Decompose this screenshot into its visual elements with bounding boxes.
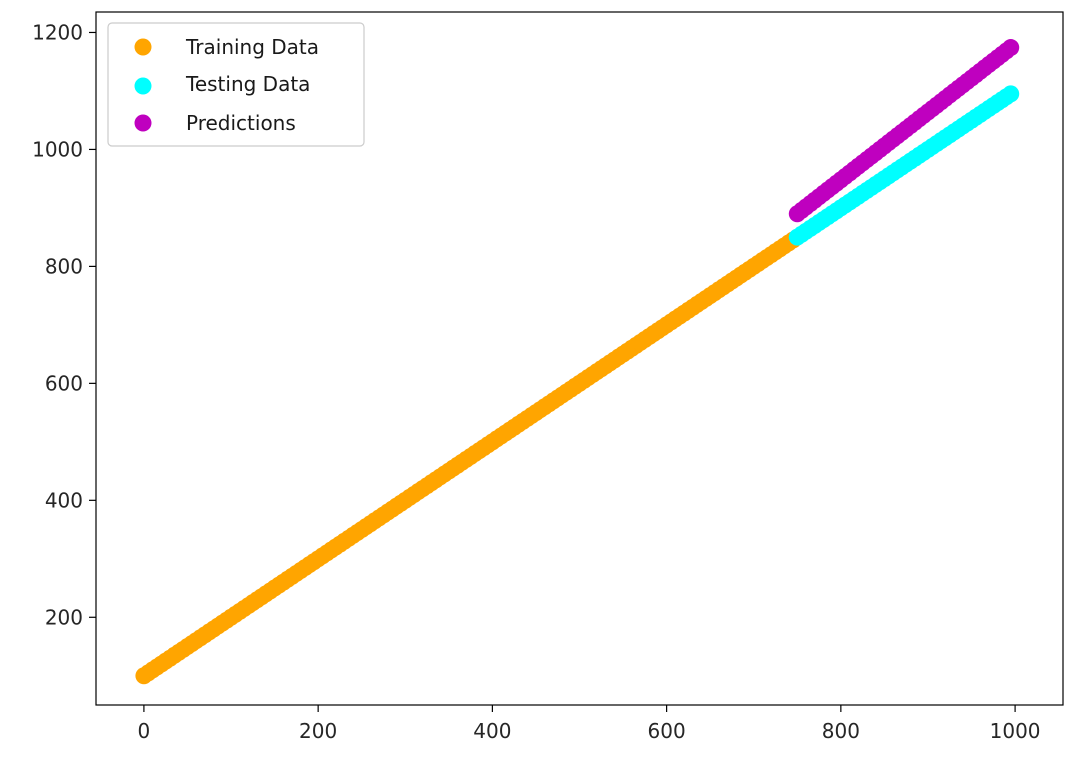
x-axis: 0 200 400 600 800 1000 (138, 705, 1041, 743)
points-layer (135, 39, 1020, 685)
x-tick-label: 200 (299, 719, 337, 743)
y-axis: 200 400 600 800 1000 1200 (32, 20, 96, 629)
legend-frame (107, 22, 365, 147)
legend-marker-training-data (134, 38, 152, 56)
y-tick-label: 200 (45, 605, 83, 629)
y-tick-label: 800 (45, 254, 83, 278)
series-training-data (135, 231, 802, 685)
data-point (1002, 85, 1020, 103)
legend-label-testing-data: Testing Data (185, 72, 310, 96)
legend-label-training-data: Training Data (185, 35, 319, 59)
x-tick-label: 0 (138, 719, 151, 743)
y-tick-label: 600 (45, 371, 83, 395)
y-tick-label: 1200 (32, 20, 83, 44)
x-tick-label: 800 (822, 719, 860, 743)
y-tick-label: 1000 (32, 137, 83, 161)
legend-label-predictions: Predictions (186, 111, 296, 135)
legend-marker-testing-data (134, 77, 152, 95)
series-testing-data (788, 85, 1020, 246)
x-tick-label: 400 (473, 719, 511, 743)
plot-area-frame (95, 11, 1064, 706)
series-predictions (788, 39, 1020, 223)
legend: Training Data Testing Data Predictions (107, 22, 365, 147)
x-tick-label: 600 (648, 719, 686, 743)
legend-marker-predictions (134, 114, 152, 132)
data-point (1002, 39, 1020, 57)
y-tick-label: 400 (45, 488, 83, 512)
x-tick-label: 1000 (990, 719, 1041, 743)
